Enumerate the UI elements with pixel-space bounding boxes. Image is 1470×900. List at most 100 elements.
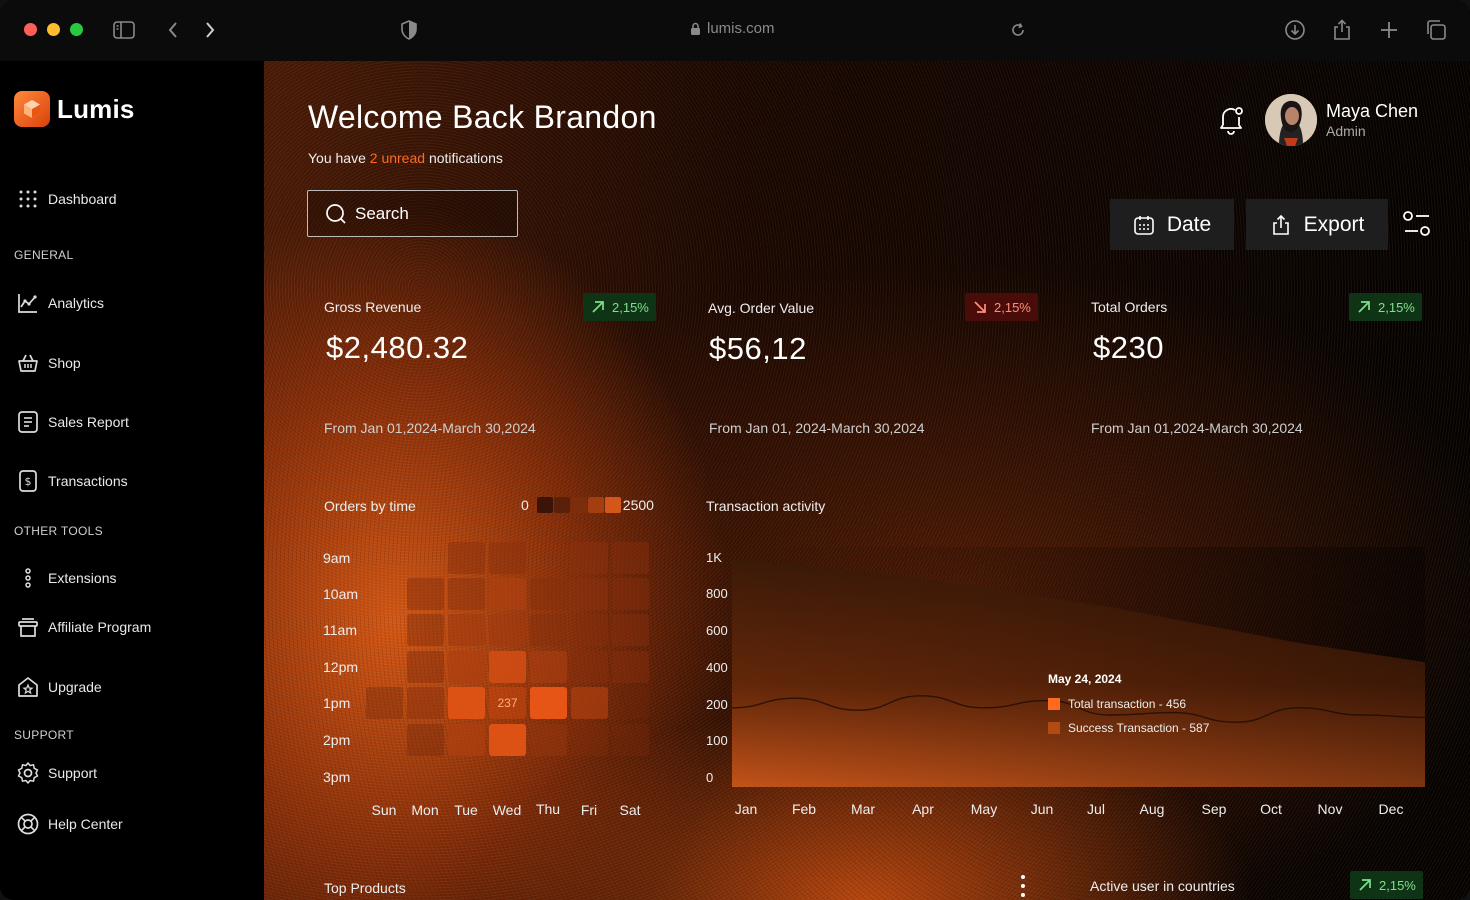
heatmap-cell[interactable] bbox=[489, 651, 526, 683]
more-options-icon[interactable] bbox=[1020, 875, 1026, 897]
heatmap-hour-label: 12pm bbox=[323, 659, 359, 675]
legend-swatch bbox=[553, 497, 570, 513]
close-window-button[interactable] bbox=[24, 23, 37, 36]
heatmap-cell[interactable] bbox=[407, 687, 444, 719]
top-products-title: Top Products bbox=[324, 880, 406, 896]
page-title: Welcome Back Brandon bbox=[308, 99, 657, 135]
heatmap-cell[interactable] bbox=[530, 724, 567, 756]
heatmap-cell[interactable] bbox=[448, 614, 485, 646]
back-icon[interactable] bbox=[161, 18, 185, 42]
section-label-general: GENERAL bbox=[14, 248, 74, 262]
heatmap-cell[interactable] bbox=[448, 687, 485, 719]
minimize-window-button[interactable] bbox=[47, 23, 60, 36]
heatmap-cell[interactable] bbox=[530, 687, 567, 719]
heatmap-cell[interactable] bbox=[571, 724, 608, 756]
sidebar-item-help-center[interactable]: Help Center bbox=[16, 812, 123, 836]
sidebar-item-label: Analytics bbox=[48, 295, 105, 311]
unread-count-link[interactable]: 2 unread bbox=[369, 150, 426, 166]
heatmap-cell[interactable] bbox=[530, 578, 567, 610]
lock-icon bbox=[691, 22, 700, 35]
transaction-area-chart[interactable] bbox=[732, 547, 1425, 787]
user-name[interactable]: Maya Chen bbox=[1326, 101, 1419, 121]
arrow-up-right-icon bbox=[592, 301, 604, 313]
sidebar-item-dashboard[interactable]: Dashboard bbox=[16, 187, 117, 211]
sidebar-item-analytics[interactable]: Analytics bbox=[16, 291, 104, 315]
kpi-value: $56,12 bbox=[709, 331, 807, 366]
heatmap-hour-label: 11am bbox=[323, 622, 357, 638]
heatmap-cell[interactable] bbox=[489, 578, 526, 610]
heatmap-cell[interactable] bbox=[489, 724, 526, 756]
heatmap-cell[interactable] bbox=[448, 651, 485, 683]
y-tick-label: 1K bbox=[706, 550, 722, 565]
notification-bell-icon[interactable] bbox=[1216, 103, 1246, 135]
heatmap-cell[interactable] bbox=[489, 542, 526, 574]
sidebar-item-label: Affiliate Program bbox=[48, 619, 152, 635]
sidebar-item-label: Dashboard bbox=[48, 191, 117, 207]
sidebar-toggle-icon[interactable] bbox=[112, 18, 136, 42]
upload-icon bbox=[1272, 214, 1289, 235]
heatmap-cell[interactable] bbox=[366, 687, 403, 719]
heatmap-day-label: Sat bbox=[619, 802, 641, 818]
heatmap-cell[interactable] bbox=[407, 651, 444, 683]
sidebar-item-support[interactable]: Support bbox=[16, 761, 97, 785]
sidebar-item-shop[interactable]: Shop bbox=[16, 351, 81, 375]
heatmap-cell[interactable] bbox=[407, 724, 444, 756]
heatmap-cell[interactable] bbox=[612, 542, 649, 574]
heatmap-cell[interactable] bbox=[612, 724, 649, 756]
sidebar-item-upgrade[interactable]: Upgrade bbox=[16, 675, 102, 699]
heatmap-hour-label: 2pm bbox=[323, 732, 351, 748]
tab-overview-icon[interactable] bbox=[1424, 18, 1448, 42]
heatmap-day-label: Fri bbox=[580, 802, 598, 818]
legend-swatch bbox=[604, 497, 621, 513]
x-tick-label: Jan bbox=[734, 801, 758, 817]
address-bar[interactable]: lumis.com bbox=[690, 20, 775, 37]
heatmap-cell[interactable] bbox=[448, 724, 485, 756]
shield-icon[interactable] bbox=[397, 18, 421, 42]
export-button[interactable]: Export bbox=[1246, 199, 1388, 250]
heatmap-cell[interactable] bbox=[407, 614, 444, 646]
heatmap-cell[interactable] bbox=[571, 687, 608, 719]
filter-settings-icon[interactable] bbox=[1402, 209, 1432, 239]
heatmap-cell[interactable] bbox=[612, 651, 649, 683]
heatmap-cell[interactable] bbox=[571, 651, 608, 683]
x-tick-label: Dec bbox=[1378, 801, 1404, 817]
maximize-window-button[interactable] bbox=[70, 23, 83, 36]
cube-logo-icon bbox=[14, 91, 50, 127]
sidebar-item-transactions[interactable]: $ Transactions bbox=[16, 469, 128, 493]
search-input[interactable]: Search bbox=[307, 190, 518, 237]
heatmap-cell[interactable] bbox=[612, 614, 649, 646]
heatmap-hour-label: 9am bbox=[323, 550, 351, 566]
sidebar-item-sales-report[interactable]: Sales Report bbox=[16, 410, 129, 434]
heatmap-cell[interactable]: 237 bbox=[489, 687, 526, 719]
kpi-title: Avg. Order Value bbox=[708, 300, 815, 316]
heatmap-cell[interactable] bbox=[448, 578, 485, 610]
heatmap-cell[interactable] bbox=[530, 614, 567, 646]
heatmap-cell[interactable] bbox=[489, 614, 526, 646]
chart-tooltip-date: May 24, 2024 bbox=[1048, 672, 1122, 686]
new-tab-icon[interactable] bbox=[1377, 18, 1401, 42]
heatmap-cell[interactable] bbox=[612, 578, 649, 610]
heatmap-cell[interactable] bbox=[612, 687, 649, 719]
arrow-down-right-icon bbox=[974, 301, 986, 313]
sidebar-item-extensions[interactable]: Extensions bbox=[16, 566, 116, 590]
reload-icon[interactable] bbox=[1006, 18, 1030, 42]
heatmap-cell[interactable] bbox=[571, 614, 608, 646]
share-icon[interactable] bbox=[1330, 18, 1354, 42]
heatmap-cell[interactable] bbox=[407, 578, 444, 610]
heatmap-cell[interactable] bbox=[448, 542, 485, 574]
heatmap-day-label: Wed bbox=[492, 802, 522, 818]
avatar[interactable] bbox=[1265, 94, 1317, 146]
chart-tooltip-total: Total transaction - 456 bbox=[1048, 697, 1186, 711]
main-content: Welcome Back Brandon You have 2 unread n… bbox=[264, 61, 1470, 900]
legend-swatch bbox=[1048, 698, 1060, 710]
forward-icon[interactable] bbox=[198, 18, 222, 42]
download-icon[interactable] bbox=[1283, 18, 1307, 42]
x-tick-label: Mar bbox=[850, 801, 876, 817]
heatmap-cell[interactable] bbox=[571, 578, 608, 610]
brand-logo[interactable]: Lumis bbox=[14, 91, 135, 127]
heatmap-cell[interactable] bbox=[530, 651, 567, 683]
sidebar-item-affiliate-program[interactable]: Affiliate Program bbox=[16, 615, 151, 639]
heatmap-cell[interactable] bbox=[571, 542, 608, 574]
date-button[interactable]: Date bbox=[1110, 199, 1234, 250]
